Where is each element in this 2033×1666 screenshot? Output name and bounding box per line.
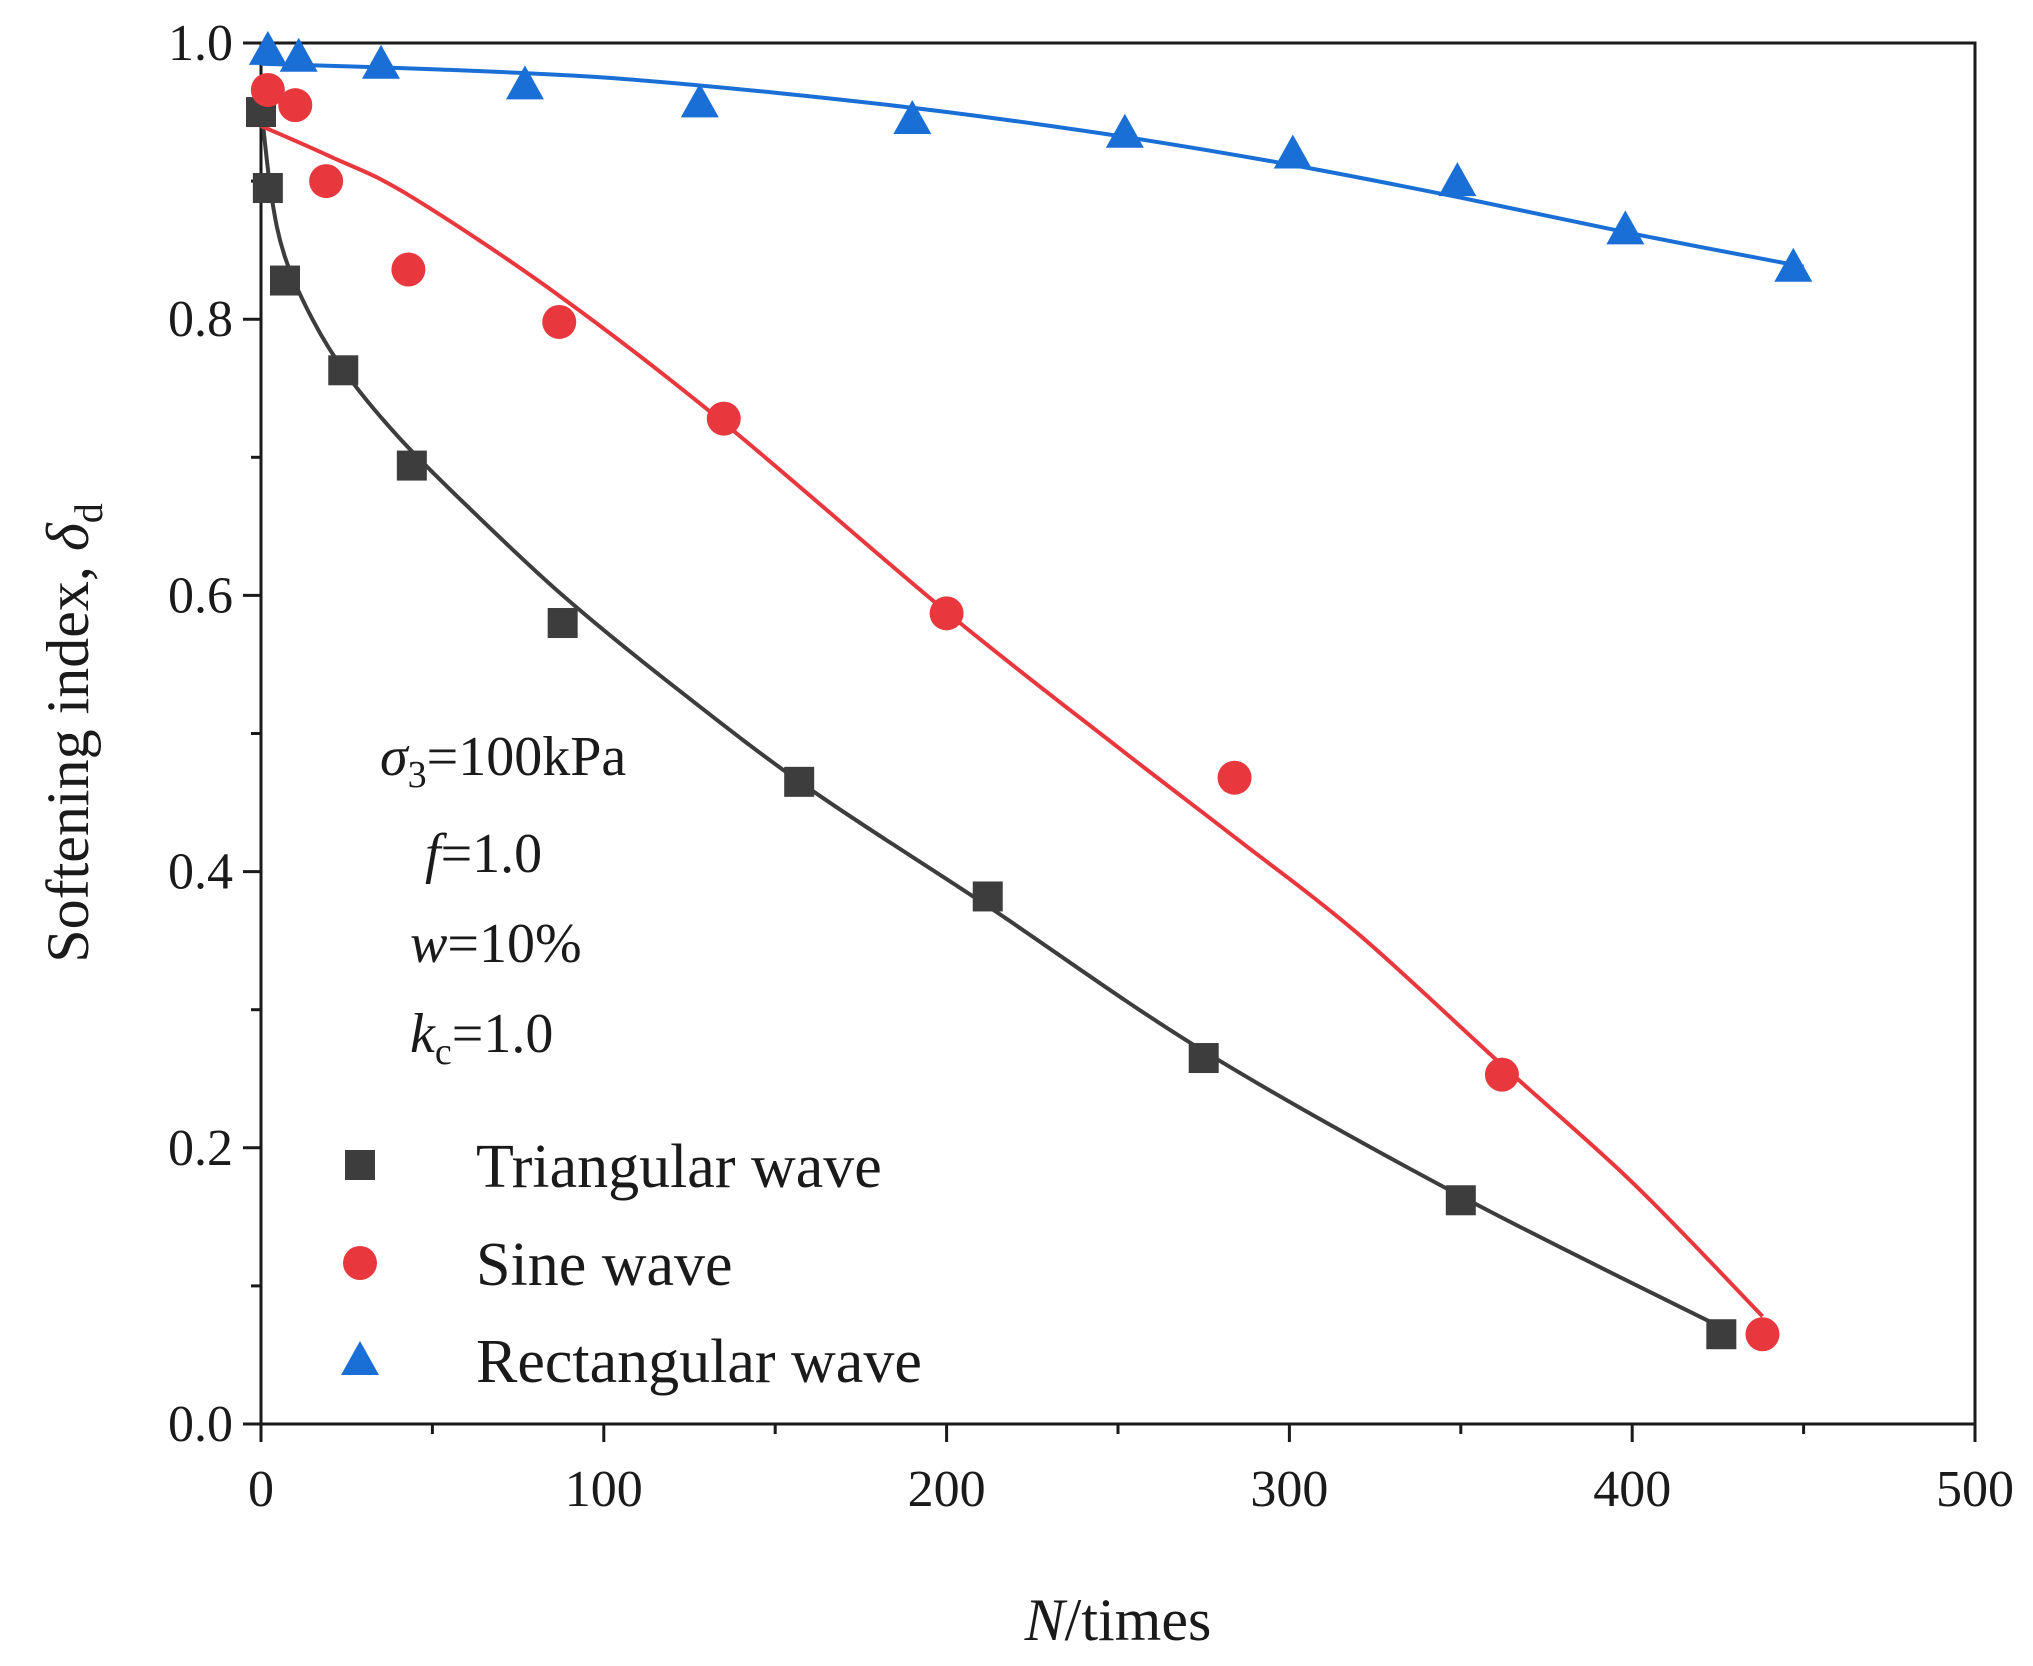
triangular-wave-point: [269, 265, 300, 296]
y-tick-label: 0.6: [168, 567, 233, 624]
rectangular-wave-point: [279, 37, 318, 72]
sine-wave-point: [278, 88, 313, 123]
y-tick-label: 0.2: [168, 1120, 233, 1177]
legend-label-rectangular-wave: Rectangular wave: [476, 1328, 922, 1396]
y-axis-title-text: Softening index,: [35, 551, 101, 963]
x-tick-label: 500: [1936, 1461, 2014, 1518]
parameter-3: w=10%: [410, 913, 582, 975]
y-tick-label: 1.0: [168, 15, 233, 72]
sine-wave-point: [1217, 760, 1252, 795]
triangular-wave-point: [1445, 1185, 1476, 1216]
triangular-wave-fit-line: [259, 104, 1723, 1330]
x-tick-label: 300: [1250, 1461, 1328, 1518]
sine-wave-point: [706, 401, 741, 436]
sine-wave-point: [542, 304, 577, 339]
sine-wave-point: [250, 72, 285, 107]
y-axis-title-subscript: d: [66, 503, 111, 523]
rectangular-wave-point: [248, 30, 287, 65]
rectangular-wave-point: [1606, 210, 1645, 245]
tick-labels: 0 100 200 300 400 500 0.0 0.2 0.4 0.6 0.8 1.0: [168, 15, 2014, 1518]
x-tick-label: 400: [1593, 1461, 1671, 1518]
parameter-2: f=1.0: [425, 823, 542, 885]
parameter-4: kc=1.0: [410, 1003, 553, 1073]
y-tick-label: 0.4: [168, 844, 233, 901]
y-tick-label: 0.8: [168, 291, 233, 348]
y-tick-label: 0.0: [168, 1396, 233, 1453]
x-axis-title-italic: N: [1024, 1587, 1068, 1653]
sine-wave-point: [391, 252, 426, 287]
x-tick-label: 0: [248, 1461, 274, 1518]
legend-marker-rectangular-wave: [341, 1341, 379, 1375]
parameter-subscript: 3: [408, 754, 427, 796]
sine-wave-point: [929, 596, 964, 631]
parameter-1: σ3=100kPa: [380, 726, 626, 796]
triangular-wave-point: [328, 355, 359, 386]
rectangular-wave-point: [893, 99, 932, 134]
parameter-value: =1.0: [441, 823, 543, 885]
sine-wave-point: [1484, 1057, 1519, 1092]
triangular-wave-point: [1706, 1319, 1737, 1350]
rectangular-wave-point: [361, 44, 400, 79]
legend-label-triangular-wave: Triangular wave: [476, 1133, 882, 1201]
x-tick-label: 200: [908, 1461, 986, 1518]
legend-marker-sine-wave: [343, 1246, 377, 1280]
legend: Triangular wave Sine wave Rectangular wave: [341, 1133, 922, 1396]
x-axis-title-rest: /times: [1065, 1587, 1212, 1653]
triangular-wave-point: [547, 608, 578, 639]
rectangular-wave-point: [680, 83, 719, 118]
parameter-subscript: c: [435, 1031, 452, 1073]
sine-wave-point: [309, 164, 344, 199]
sine-wave-point: [1745, 1317, 1780, 1352]
legend-label-sine-wave: Sine wave: [476, 1231, 733, 1299]
y-axis-title-symbol: δ: [35, 522, 101, 551]
parameter-symbol: k: [410, 1003, 436, 1065]
parameter-value: =1.0: [452, 1003, 554, 1065]
triangular-wave-point: [252, 173, 283, 204]
triangular-wave-point: [972, 881, 1003, 912]
rectangular-wave-point: [505, 65, 544, 100]
rectangular-wave-fit-line: [260, 61, 1804, 269]
triangular-wave-point: [784, 766, 815, 797]
parameter-symbol: σ: [380, 726, 410, 788]
x-tick-label: 100: [565, 1461, 643, 1518]
parameter-symbol: w: [410, 913, 447, 975]
data-markers: [246, 30, 1813, 1352]
fit-lines: [259, 61, 1804, 1330]
rectangular-wave-point: [1438, 162, 1477, 197]
legend-marker-triangular-wave: [345, 1150, 375, 1180]
triangular-wave-point: [1188, 1043, 1219, 1074]
triangular-wave-point: [396, 450, 427, 481]
x-axis-title: N/times: [1024, 1587, 1212, 1653]
parameter-value: =10%: [447, 913, 581, 975]
parameter-value: =100kPa: [427, 726, 627, 788]
rectangular-wave-point: [1774, 247, 1813, 282]
rectangular-wave-point: [1273, 134, 1312, 169]
y-axis-title: Softening index, δd: [35, 503, 111, 963]
sine-wave-fit-line: [260, 124, 1764, 1318]
rectangular-wave-point: [1105, 113, 1144, 148]
